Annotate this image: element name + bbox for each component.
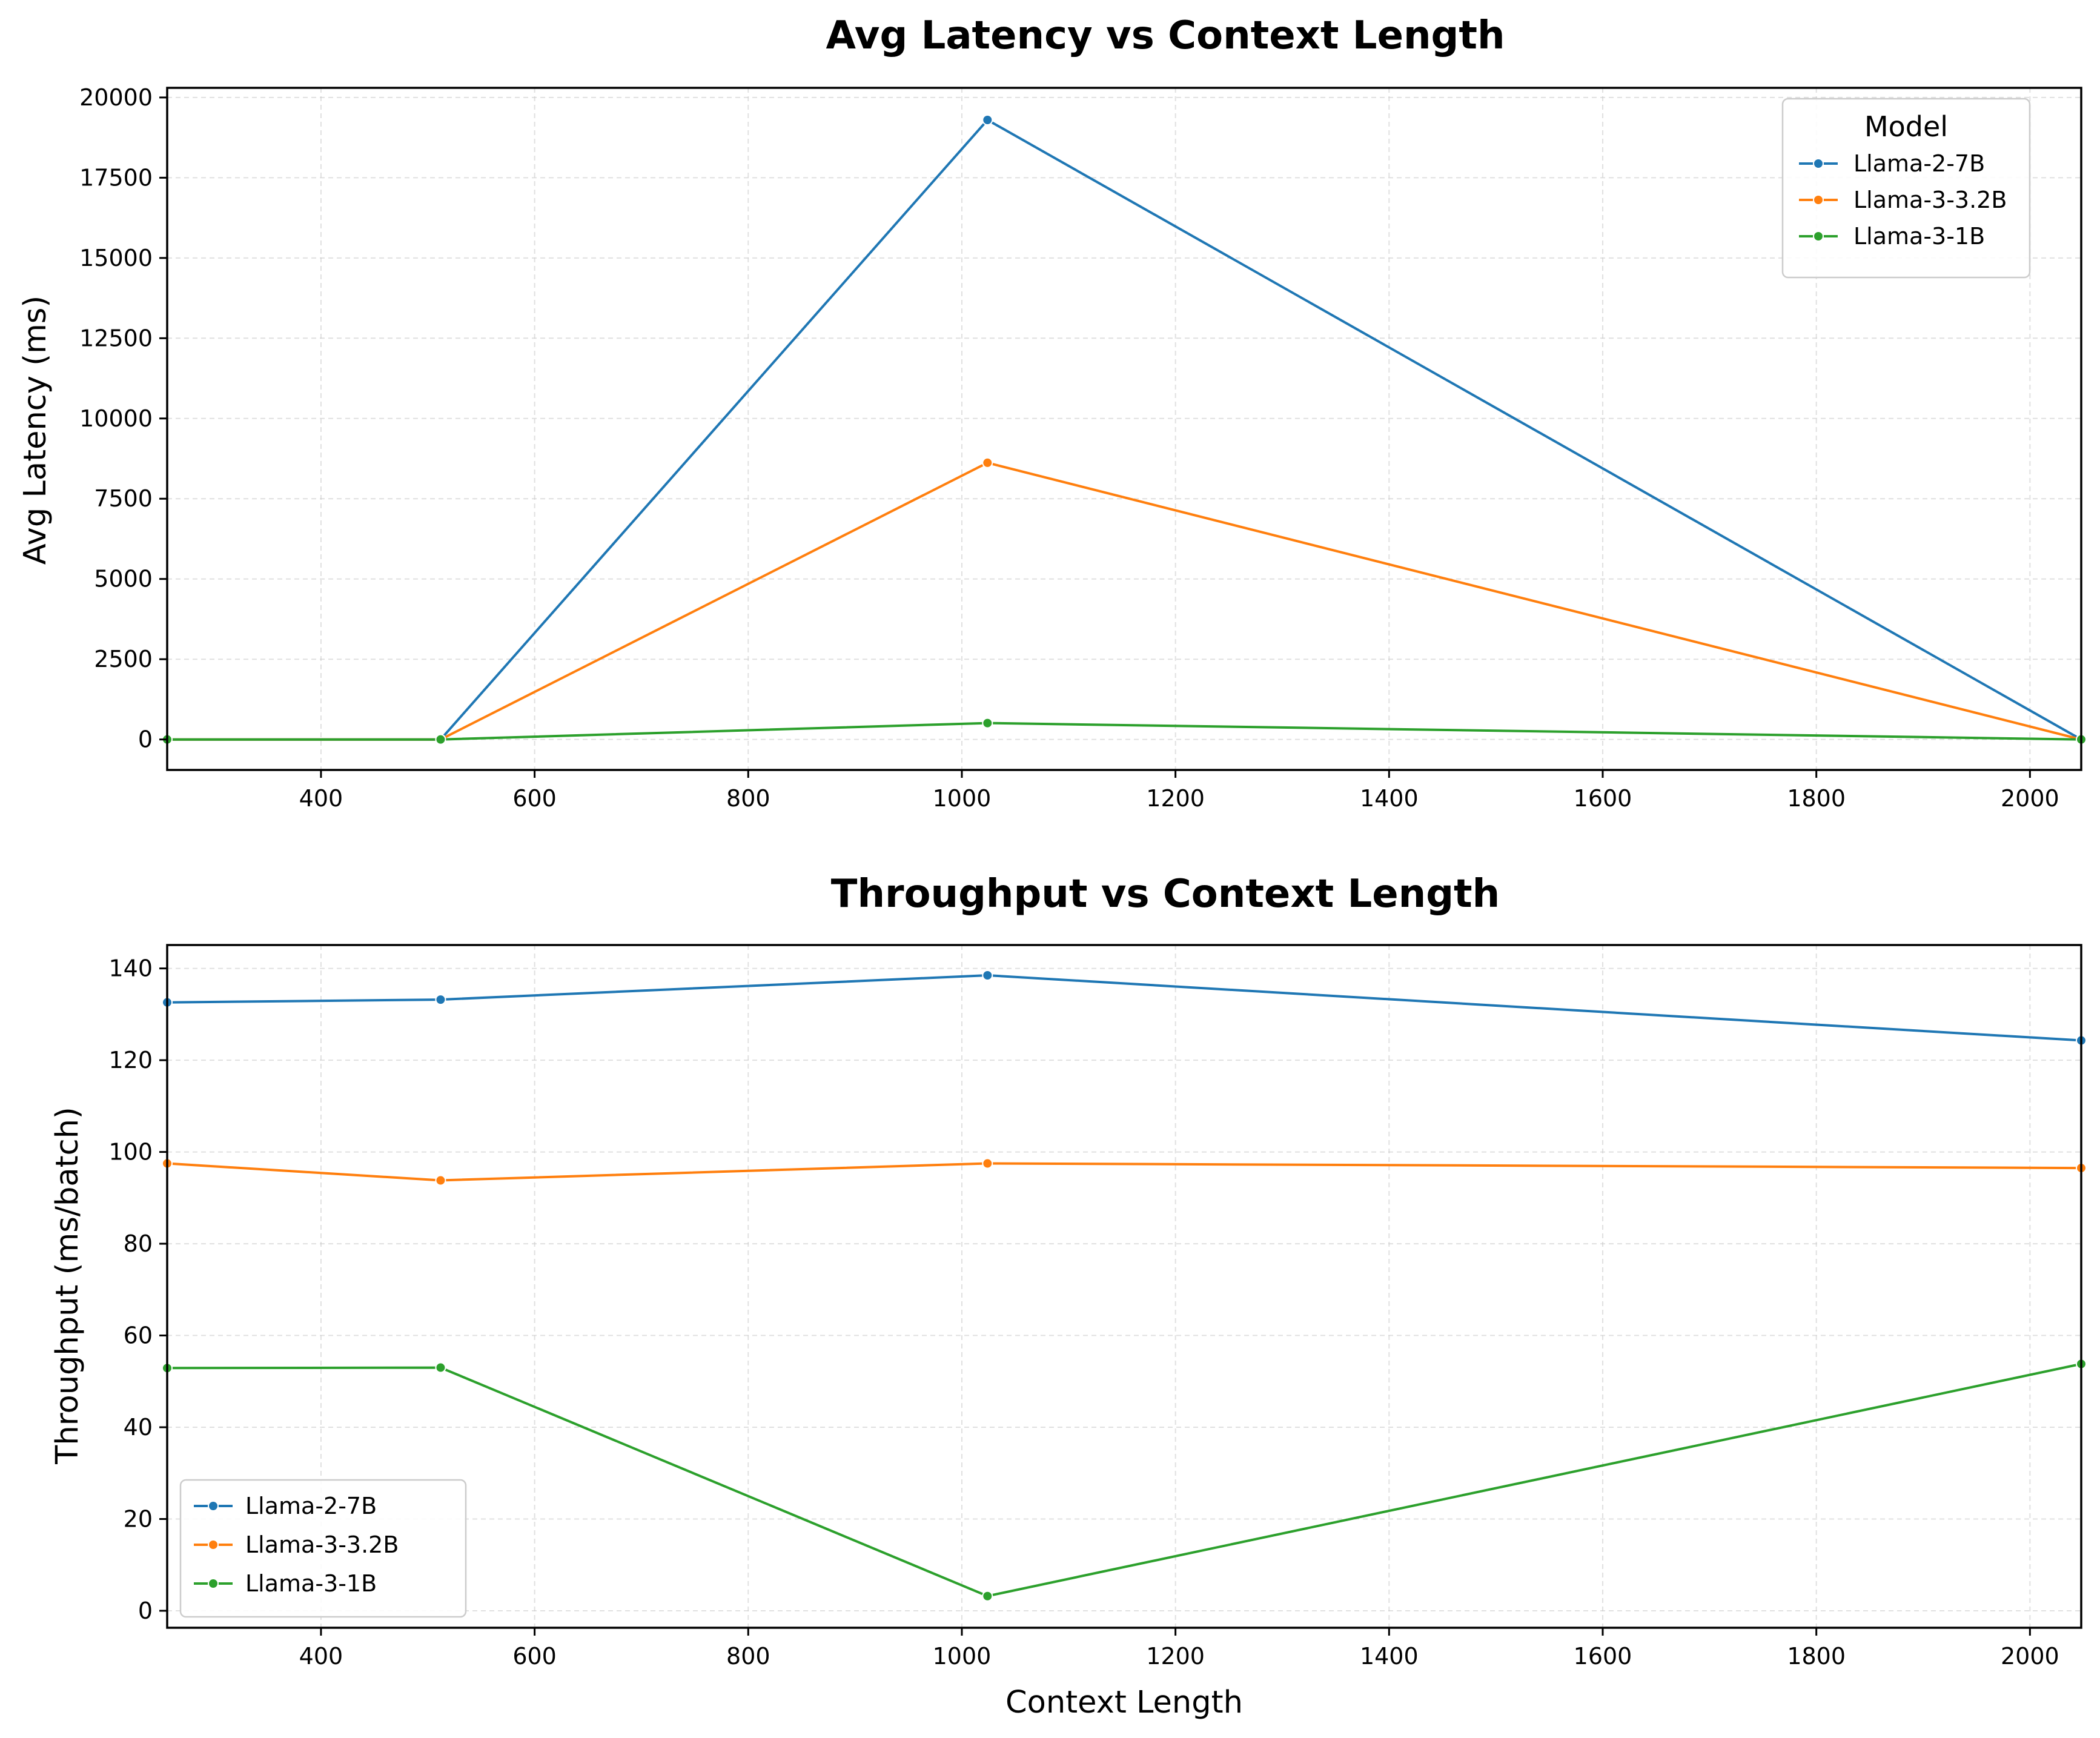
- axis-ticks: 400 600 800 1000 1200 1400 1600 1800 2000 0 20 40 60…: [108, 955, 2059, 1670]
- y-tick-label: 80: [124, 1230, 153, 1257]
- series-line: [167, 973, 2082, 1042]
- data-point: [435, 734, 446, 745]
- plot-frame: [166, 87, 2082, 771]
- axis-ticks: 400 600 800 1000 1200 1400 1600 1800 20000250050…: [79, 84, 2059, 812]
- legend-frame: [179, 1479, 467, 1618]
- legend-label: Llama-2-7B: [1853, 150, 1985, 177]
- x-tick-label: 2000: [2001, 1643, 2059, 1670]
- legend-label: Llama-2-7B: [245, 1493, 377, 1519]
- legend-label: Llama-3-3.2B: [245, 1531, 399, 1558]
- legend-swatch-marker: [1813, 194, 1824, 205]
- y-tick-label: 120: [108, 1047, 153, 1073]
- legend-swatch-marker: [1813, 158, 1824, 169]
- y-axis-label: Avg Latency (ms): [18, 296, 53, 565]
- x-tick-label: 1600: [1574, 1643, 1632, 1670]
- x-tick-label: 1800: [1787, 785, 1846, 812]
- series-line: [167, 1162, 2082, 1182]
- y-axis-label: Throughput (ms/batch): [50, 1107, 85, 1465]
- y-tick-label: 20000: [79, 84, 153, 111]
- legend-label: Llama-3-1B: [1853, 223, 1985, 250]
- data-point: [982, 969, 993, 981]
- series-line: [167, 1362, 2082, 1597]
- data-point: [982, 1158, 993, 1169]
- y-tick-label: 17500: [79, 164, 153, 191]
- plot-frame: [166, 944, 2082, 1629]
- x-tick-label: 1200: [1146, 1643, 1205, 1670]
- data-point: [982, 717, 993, 729]
- data-point: [982, 1590, 993, 1602]
- legend: Llama-2-7B Llama-3-3.2B Llama-3-1B: [179, 1479, 467, 1618]
- data-point: [982, 114, 993, 125]
- x-tick-label: 1600: [1574, 785, 1632, 812]
- y-tick-label: 140: [108, 955, 153, 982]
- throughput-chart: Throughput vs Context Length Throughput …: [50, 872, 2087, 1720]
- legend-label: Llama-3-3.2B: [1853, 187, 2007, 213]
- x-tick-label: 400: [299, 785, 343, 812]
- y-tick-label: 60: [124, 1322, 153, 1349]
- y-tick-label: 40: [124, 1414, 153, 1441]
- grid: [167, 945, 2081, 1628]
- x-tick-label: 1000: [933, 785, 992, 812]
- x-tick-label: 600: [512, 1643, 557, 1670]
- x-tick-label: 600: [512, 785, 557, 812]
- chart-title: Throughput vs Context Length: [831, 872, 1500, 917]
- x-tick-label: 800: [726, 785, 770, 812]
- data-point: [435, 1175, 446, 1186]
- y-tick-label: 0: [138, 1597, 153, 1624]
- legend-frame: [1781, 98, 2031, 279]
- legend-swatch-marker: [208, 1501, 219, 1511]
- x-tick-label: 800: [726, 1643, 770, 1670]
- data-point: [982, 457, 993, 468]
- series-line: [167, 721, 2082, 741]
- legend-title: Model: [1864, 110, 1948, 143]
- legend-swatch-marker: [208, 1539, 219, 1550]
- chart-title: Avg Latency vs Context Length: [826, 13, 1505, 58]
- series-layer: [162, 114, 2087, 745]
- x-tick-label: 400: [299, 1643, 343, 1670]
- x-tick-label: 1400: [1360, 785, 1419, 812]
- data-point: [435, 1362, 446, 1373]
- x-tick-label: 1800: [1787, 1643, 1846, 1670]
- x-tick-label: 2000: [2001, 785, 2059, 812]
- grid: [167, 88, 2081, 770]
- latency-chart: Avg Latency vs Context Length Avg Latenc…: [18, 13, 2087, 812]
- legend-swatch-marker: [1813, 231, 1824, 242]
- y-tick-label: 10000: [79, 405, 153, 432]
- y-tick-label: 7500: [94, 485, 153, 512]
- legend-swatch-marker: [208, 1578, 219, 1589]
- x-axis-label: Context Length: [1005, 1685, 1243, 1720]
- y-tick-label: 15000: [79, 245, 153, 271]
- y-tick-label: 5000: [94, 566, 153, 592]
- data-point: [435, 994, 446, 1006]
- y-tick-label: 100: [108, 1139, 153, 1166]
- x-tick-label: 1000: [933, 1643, 992, 1670]
- legend-label: Llama-3-1B: [245, 1570, 377, 1597]
- y-tick-label: 20: [124, 1505, 153, 1532]
- y-tick-label: 12500: [79, 325, 153, 351]
- y-tick-label: 2500: [94, 646, 153, 672]
- legend: Model Llama-2-7B Llama-3-3.2B Llama-3-1B: [1781, 98, 2031, 279]
- x-tick-label: 1400: [1360, 1643, 1419, 1670]
- x-tick-label: 1200: [1146, 785, 1205, 812]
- y-tick-label: 0: [138, 726, 153, 753]
